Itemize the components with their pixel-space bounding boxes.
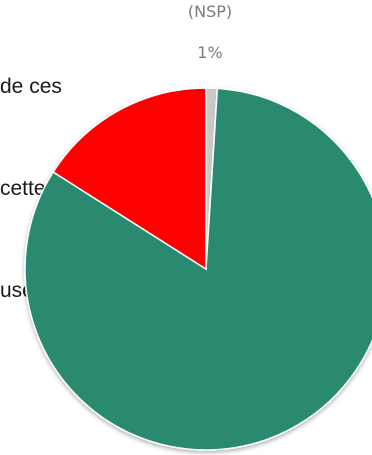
- pie-slice-2: [52, 87, 207, 271]
- nsp-slice-value: 1%: [197, 43, 223, 62]
- pie-slices: [24, 87, 372, 451]
- question-text: de ces cette use: [0, 2, 62, 342]
- question-line: cette: [0, 177, 46, 200]
- question-line: de ces: [0, 75, 62, 98]
- nsp-slice-label: (NSP): [187, 2, 233, 21]
- pie-slice-1: [24, 87, 372, 451]
